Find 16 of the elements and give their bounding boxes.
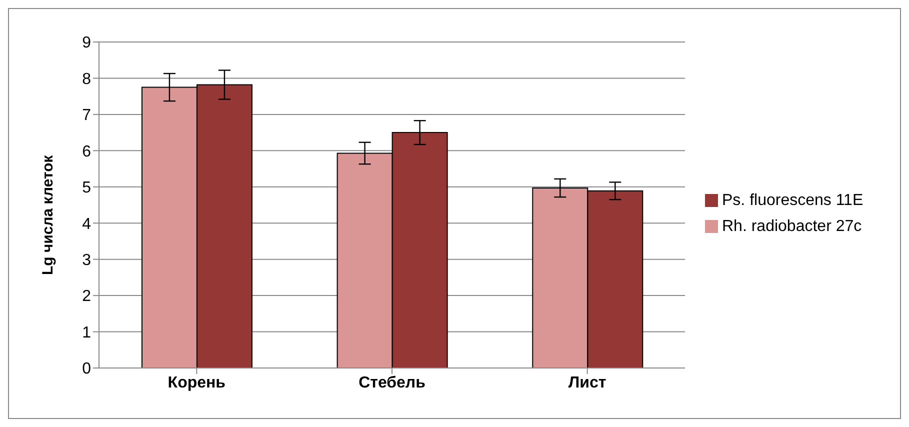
y-tick-label: 1 [82,324,92,342]
y-tick-label: 2 [82,288,92,306]
y-tick-label: 5 [82,180,92,197]
legend-label: Rh. radiobacter 27c [722,218,862,234]
y-tick-label: 9 [82,34,92,52]
x-tick-label: Лист [568,374,606,392]
y-tick-label: 7 [82,107,92,124]
y-tick-label: 0 [82,360,92,378]
y-tick-label: 4 [82,216,92,233]
y-tick-label: 3 [82,252,92,270]
y-tick-label: 6 [82,143,92,160]
legend-label: Ps. fluorescens 11E [722,192,864,208]
y-tick-label: 8 [82,70,92,88]
x-tick-label: Корень [168,374,226,392]
x-tick-label: Стебель [358,374,426,392]
y-axis-title: Lg числа клеток [39,154,56,275]
